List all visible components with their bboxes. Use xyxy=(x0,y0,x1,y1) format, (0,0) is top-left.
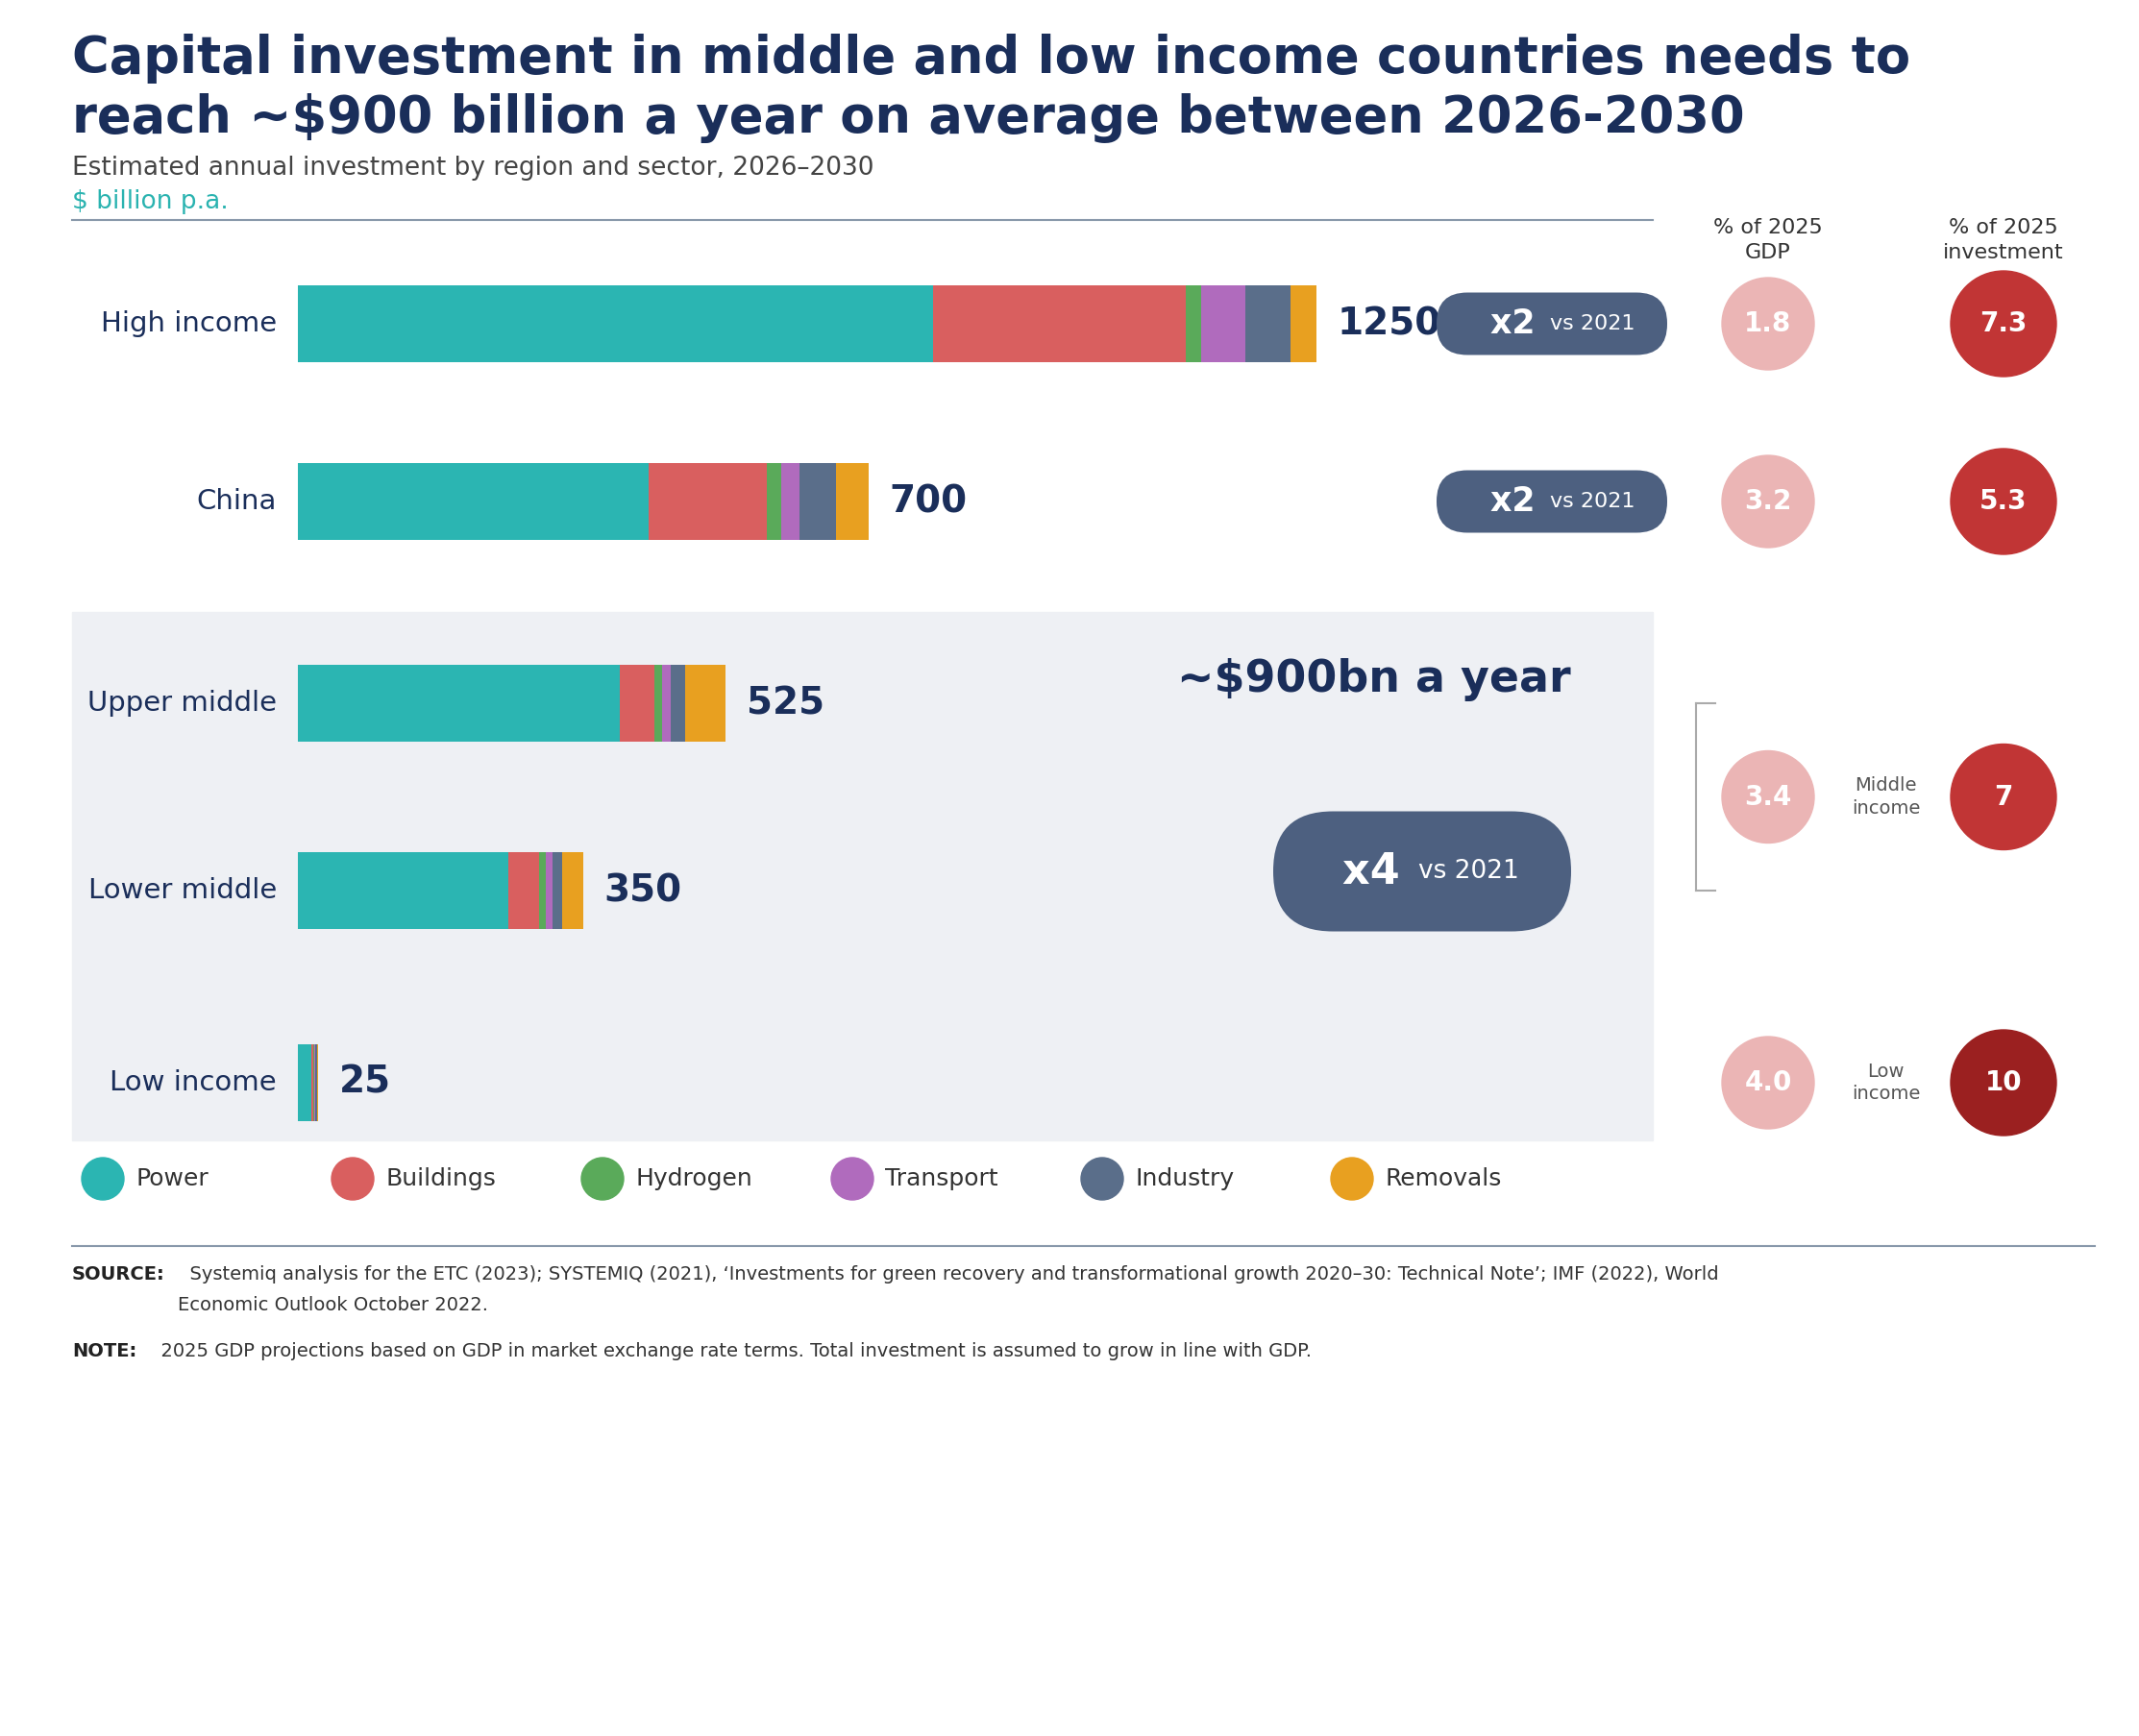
Text: Low income: Low income xyxy=(109,1069,276,1095)
Circle shape xyxy=(582,1158,625,1200)
Bar xyxy=(545,852,552,929)
Text: 1.8: 1.8 xyxy=(1745,311,1792,337)
Bar xyxy=(310,1045,314,1121)
Text: Removals: Removals xyxy=(1384,1167,1502,1191)
Text: 2025 GDP projections based on GDP in market exchange rate terms. Total investmen: 2025 GDP projections based on GDP in mar… xyxy=(150,1342,1311,1361)
Bar xyxy=(297,665,620,741)
Text: Middle
income: Middle income xyxy=(1852,776,1921,818)
Text: Industry: Industry xyxy=(1136,1167,1234,1191)
Text: Estimated annual investment by region and sector, 2026–2030: Estimated annual investment by region an… xyxy=(73,156,875,181)
Text: Power: Power xyxy=(135,1167,207,1191)
Text: 3.2: 3.2 xyxy=(1745,488,1792,516)
Text: 4.0: 4.0 xyxy=(1745,1069,1792,1095)
Text: NOTE:: NOTE: xyxy=(73,1342,137,1361)
Bar xyxy=(297,464,648,540)
Circle shape xyxy=(1722,750,1814,844)
Text: 3.4: 3.4 xyxy=(1745,783,1792,811)
Text: 7: 7 xyxy=(1994,783,2013,811)
Text: 5.3: 5.3 xyxy=(1981,488,2028,516)
Bar xyxy=(73,613,1653,1141)
Text: % of 2025
investment: % of 2025 investment xyxy=(1942,219,2064,262)
Circle shape xyxy=(832,1158,873,1200)
Bar xyxy=(1245,285,1290,363)
Bar xyxy=(1187,285,1200,363)
Bar xyxy=(670,665,684,741)
Circle shape xyxy=(1722,455,1814,547)
Bar xyxy=(781,464,800,540)
Text: Upper middle: Upper middle xyxy=(88,689,276,717)
Circle shape xyxy=(1722,278,1814,370)
Text: reach ~$900 billion a year on average between 2026-2030: reach ~$900 billion a year on average be… xyxy=(73,94,1745,142)
Bar xyxy=(620,665,655,741)
Text: 1250: 1250 xyxy=(1337,306,1442,342)
Circle shape xyxy=(81,1158,124,1200)
Circle shape xyxy=(1951,745,2056,849)
Circle shape xyxy=(1951,1029,2056,1135)
Text: x2: x2 xyxy=(1491,484,1546,517)
Circle shape xyxy=(1080,1158,1123,1200)
Circle shape xyxy=(1951,448,2056,554)
Text: 700: 700 xyxy=(890,483,967,519)
FancyBboxPatch shape xyxy=(1273,811,1572,932)
Text: vs 2021: vs 2021 xyxy=(1418,859,1519,884)
Bar xyxy=(648,464,766,540)
Circle shape xyxy=(1330,1158,1373,1200)
Text: ~$900bn a year: ~$900bn a year xyxy=(1176,658,1570,701)
Bar xyxy=(933,285,1187,363)
Text: x4: x4 xyxy=(1341,851,1414,892)
Bar xyxy=(766,464,781,540)
Text: Buildings: Buildings xyxy=(385,1167,496,1191)
Text: vs 2021: vs 2021 xyxy=(1551,314,1634,333)
Text: 7.3: 7.3 xyxy=(1981,311,2028,337)
Text: vs 2021: vs 2021 xyxy=(1551,491,1634,510)
Text: $ billion p.a.: $ billion p.a. xyxy=(73,189,229,214)
Bar xyxy=(297,1045,310,1121)
Text: SOURCE:: SOURCE: xyxy=(73,1266,165,1283)
Bar xyxy=(836,464,868,540)
Bar xyxy=(1290,285,1315,363)
Bar xyxy=(297,852,509,929)
Text: Systemiq analysis for the ETC (2023); SYSTEMIQ (2021), ‘Investments for green re: Systemiq analysis for the ETC (2023); SY… xyxy=(178,1266,1720,1283)
FancyBboxPatch shape xyxy=(1437,293,1666,354)
Text: Hydrogen: Hydrogen xyxy=(635,1167,753,1191)
Bar xyxy=(1200,285,1245,363)
Text: 25: 25 xyxy=(340,1064,391,1101)
Circle shape xyxy=(1951,271,2056,377)
Text: Capital investment in middle and low income countries needs to: Capital investment in middle and low inc… xyxy=(73,33,1910,83)
Text: x2: x2 xyxy=(1491,307,1546,340)
Text: % of 2025
GDP: % of 2025 GDP xyxy=(1713,219,1822,262)
Text: 525: 525 xyxy=(747,686,826,722)
Bar xyxy=(539,852,545,929)
Bar xyxy=(684,665,725,741)
FancyBboxPatch shape xyxy=(1437,470,1666,533)
Text: China: China xyxy=(197,488,276,516)
Text: 10: 10 xyxy=(1985,1069,2021,1095)
Text: Economic Outlook October 2022.: Economic Outlook October 2022. xyxy=(178,1297,488,1314)
Bar xyxy=(563,852,584,929)
Text: Lower middle: Lower middle xyxy=(88,877,276,904)
Bar xyxy=(655,665,663,741)
Bar xyxy=(800,464,836,540)
Text: High income: High income xyxy=(101,311,276,337)
Circle shape xyxy=(1722,1036,1814,1128)
Bar xyxy=(552,852,563,929)
Bar xyxy=(509,852,539,929)
Text: 350: 350 xyxy=(603,871,682,910)
Text: Transport: Transport xyxy=(886,1167,999,1191)
Bar xyxy=(297,285,933,363)
Bar xyxy=(663,665,670,741)
Text: Low
income: Low income xyxy=(1852,1062,1921,1102)
Circle shape xyxy=(332,1158,374,1200)
